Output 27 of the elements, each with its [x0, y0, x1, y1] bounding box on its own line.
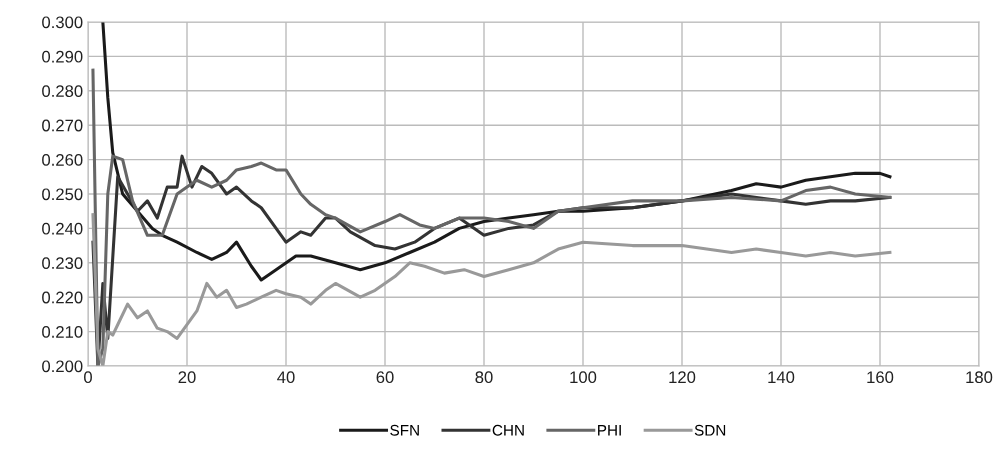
x-tick-label: 180	[966, 371, 993, 384]
y-tick-label: 0.240	[42, 222, 83, 235]
x-tick-label: 100	[570, 371, 597, 384]
x-tick-label: 40	[277, 371, 295, 384]
y-tick-label: 0.210	[42, 326, 83, 338]
x-tick-label: 0	[84, 371, 92, 384]
legend-label: SDN	[694, 424, 726, 436]
x-tick-label: 80	[475, 371, 493, 384]
y-tick-label: 0.200	[42, 360, 83, 373]
x-tick-label: 140	[768, 371, 795, 384]
x-tick-label: 120	[669, 371, 696, 384]
y-tick-label: 0.290	[42, 50, 83, 63]
line-series	[91, 68, 892, 366]
x-tick-label: 60	[376, 371, 394, 384]
y-tick-label: 0.260	[42, 154, 83, 166]
legend-label: PHI	[598, 425, 621, 436]
y-tick-label: 0.250	[42, 188, 83, 201]
y-tick-label: 0.280	[42, 85, 83, 97]
legend-label: SFN	[390, 424, 419, 436]
y-tick-label: 0.220	[42, 291, 83, 304]
x-tick-label: 20	[178, 371, 196, 384]
y-tick-label: 0.230	[42, 257, 83, 269]
x-tick-label: 160	[867, 371, 894, 384]
y-tick-label: 0.270	[42, 119, 83, 132]
legend-label: CHN	[492, 424, 524, 436]
y-tick-label: 0.300	[42, 16, 83, 29]
line-series	[91, 213, 892, 366]
